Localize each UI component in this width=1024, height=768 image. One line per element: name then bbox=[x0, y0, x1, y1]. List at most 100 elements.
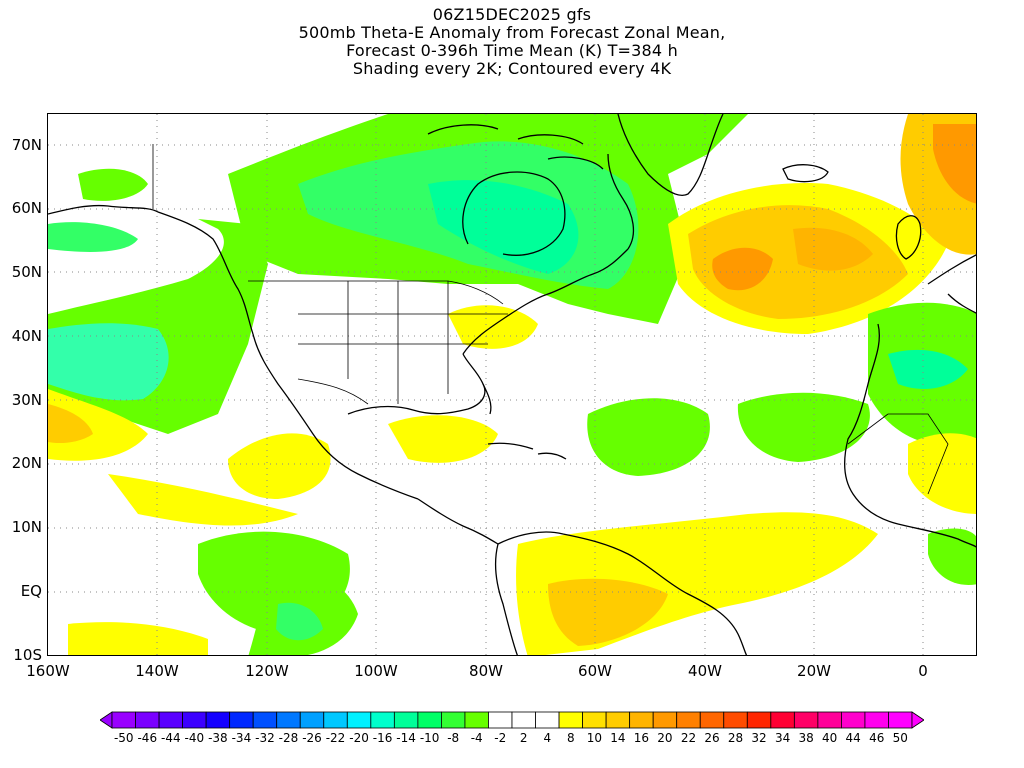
shade-ne-corner-core bbox=[933, 124, 976, 204]
colorbar-swatch bbox=[488, 711, 513, 729]
coast-africa-nw bbox=[844, 323, 976, 548]
lon-label-120w: 120W bbox=[245, 662, 289, 680]
colorbar-swatch bbox=[393, 711, 419, 729]
lat-label-eq: EQ bbox=[20, 582, 42, 600]
anomaly-map bbox=[48, 114, 976, 655]
lon-label-80w: 80W bbox=[469, 662, 503, 680]
shade-spacific-yellow bbox=[48, 389, 148, 461]
colorbar-swatch bbox=[441, 711, 466, 729]
border-us-states-1 bbox=[298, 281, 508, 404]
lat-label-50n: 50N bbox=[11, 263, 42, 281]
shade-npacific-cyan bbox=[48, 323, 169, 401]
shade-natlantic-core-2 bbox=[793, 227, 873, 271]
colorbar-swatch bbox=[676, 711, 701, 729]
colorbar-end-right bbox=[911, 711, 924, 729]
colorbar-swatch bbox=[793, 711, 819, 729]
coast-labrador bbox=[607, 153, 635, 250]
shade-epacific-yellow-2 bbox=[108, 474, 298, 526]
colorbar-tick-label: -14 bbox=[396, 731, 416, 745]
colorbar-swatch bbox=[841, 711, 866, 729]
coast-arctic-islands bbox=[427, 124, 604, 170]
colorbar-end-left bbox=[100, 711, 113, 729]
colorbar-swatch bbox=[723, 711, 748, 729]
colorbar-tick-label: 2 bbox=[519, 731, 528, 745]
coast-south-america-west bbox=[494, 543, 518, 655]
borders bbox=[152, 144, 949, 495]
colorbar-swatch bbox=[605, 711, 631, 729]
coast-eastcoast-na bbox=[462, 248, 629, 355]
colorbar-tick-label: -44 bbox=[161, 731, 181, 745]
colorbar-swatch bbox=[252, 711, 278, 729]
shade-natlantic-core bbox=[712, 247, 773, 291]
colorbar-tick-label: 34 bbox=[774, 731, 791, 745]
colorbar-swatch bbox=[205, 711, 231, 729]
colorbar-tick-label: -8 bbox=[447, 731, 460, 745]
colorbar-tick-label: 40 bbox=[822, 731, 838, 745]
colorbar-swatch bbox=[582, 711, 607, 729]
coast-central-america bbox=[417, 498, 499, 545]
coast-hudson bbox=[462, 171, 566, 256]
colorbar-swatch bbox=[158, 711, 183, 729]
border-us-mexico bbox=[297, 378, 369, 405]
coast-uk bbox=[895, 215, 922, 260]
coast-alaska bbox=[48, 204, 254, 335]
colorbar bbox=[100, 711, 924, 729]
coast-greenland bbox=[617, 114, 724, 196]
lon-label-40w: 40W bbox=[688, 662, 722, 680]
coast-caribbean bbox=[487, 442, 567, 460]
title-variable: 500mb Theta-E Anomaly from Forecast Zona… bbox=[298, 23, 726, 42]
colorbar-swatch bbox=[229, 711, 254, 729]
shade-africa-yellow bbox=[908, 433, 976, 514]
colorbar-tick-label: 4 bbox=[543, 731, 552, 745]
colorbar-tick-label: -28 bbox=[278, 731, 299, 745]
colorbar-tick-label: -46 bbox=[137, 731, 158, 745]
colorbar-swatch bbox=[370, 711, 395, 729]
colorbar-tick-label: -10 bbox=[419, 731, 440, 745]
lat-label-20n: 20N bbox=[11, 454, 42, 472]
colorbar-swatch bbox=[135, 711, 160, 729]
lon-label-20w: 20W bbox=[797, 662, 831, 680]
shade-spacific-orange bbox=[48, 404, 93, 444]
shade-africa-cyan bbox=[888, 349, 968, 389]
colorbar-tick-label: -32 bbox=[255, 731, 275, 745]
colorbar-swatch bbox=[652, 711, 678, 729]
lon-label-160w: 160W bbox=[26, 662, 70, 680]
colorbar-tick-label: 44 bbox=[845, 731, 861, 745]
colorbar-tick-label: 50 bbox=[892, 731, 908, 745]
lat-label-40n: 40N bbox=[11, 327, 42, 345]
colorbar-tick-label: 38 bbox=[798, 731, 814, 745]
coast-westcoast-na bbox=[252, 333, 419, 500]
colorbar-swatch bbox=[558, 711, 583, 729]
colorbar-tick-label: -22 bbox=[325, 731, 346, 745]
title-block: 06Z15DEC2025 gfs 500mb Theta-E Anomaly f… bbox=[0, 6, 1024, 78]
border-africa bbox=[847, 413, 949, 495]
colorbar-tick-label: -40 bbox=[184, 731, 205, 745]
coast-south-america bbox=[497, 531, 748, 655]
colorbar-swatch bbox=[888, 711, 913, 729]
title-forecast-range: Forecast 0-396h Time Mean (K) T=384 h bbox=[346, 41, 678, 60]
colorbar-swatch bbox=[276, 711, 301, 729]
lon-label-0: 0 bbox=[918, 662, 928, 680]
shading-layer bbox=[48, 114, 976, 655]
shade-tatlantic-green-1 bbox=[587, 398, 710, 476]
lat-label-70n: 70N bbox=[11, 136, 42, 154]
colorbar-swatch bbox=[629, 711, 654, 729]
colorbar-tick-label: -20 bbox=[349, 731, 369, 745]
lat-label-30n: 30N bbox=[11, 391, 42, 409]
colorbar-swatch bbox=[299, 711, 325, 729]
colorbar-tick-label: -4 bbox=[470, 731, 483, 745]
colorbar-tick-label: -50 bbox=[113, 731, 134, 745]
colorbar-swatch bbox=[699, 711, 725, 729]
colorbar-swatch bbox=[346, 711, 372, 729]
graticule bbox=[48, 114, 976, 655]
map-panel bbox=[47, 113, 977, 656]
colorbar-swatch bbox=[323, 711, 348, 729]
colorbar-swatch bbox=[511, 711, 536, 729]
colorbar-tick-label: -16 bbox=[372, 731, 393, 745]
colorbar-tick-label: 16 bbox=[633, 731, 650, 745]
colorbar-tick-label: 28 bbox=[727, 731, 744, 745]
colorbar-tick-label: 8 bbox=[566, 731, 575, 745]
coast-europe bbox=[927, 254, 976, 314]
title-shading-note: Shading every 2K; Contoured every 4K bbox=[352, 59, 672, 78]
title-date-model: 06Z15DEC2025 gfs bbox=[432, 5, 592, 24]
